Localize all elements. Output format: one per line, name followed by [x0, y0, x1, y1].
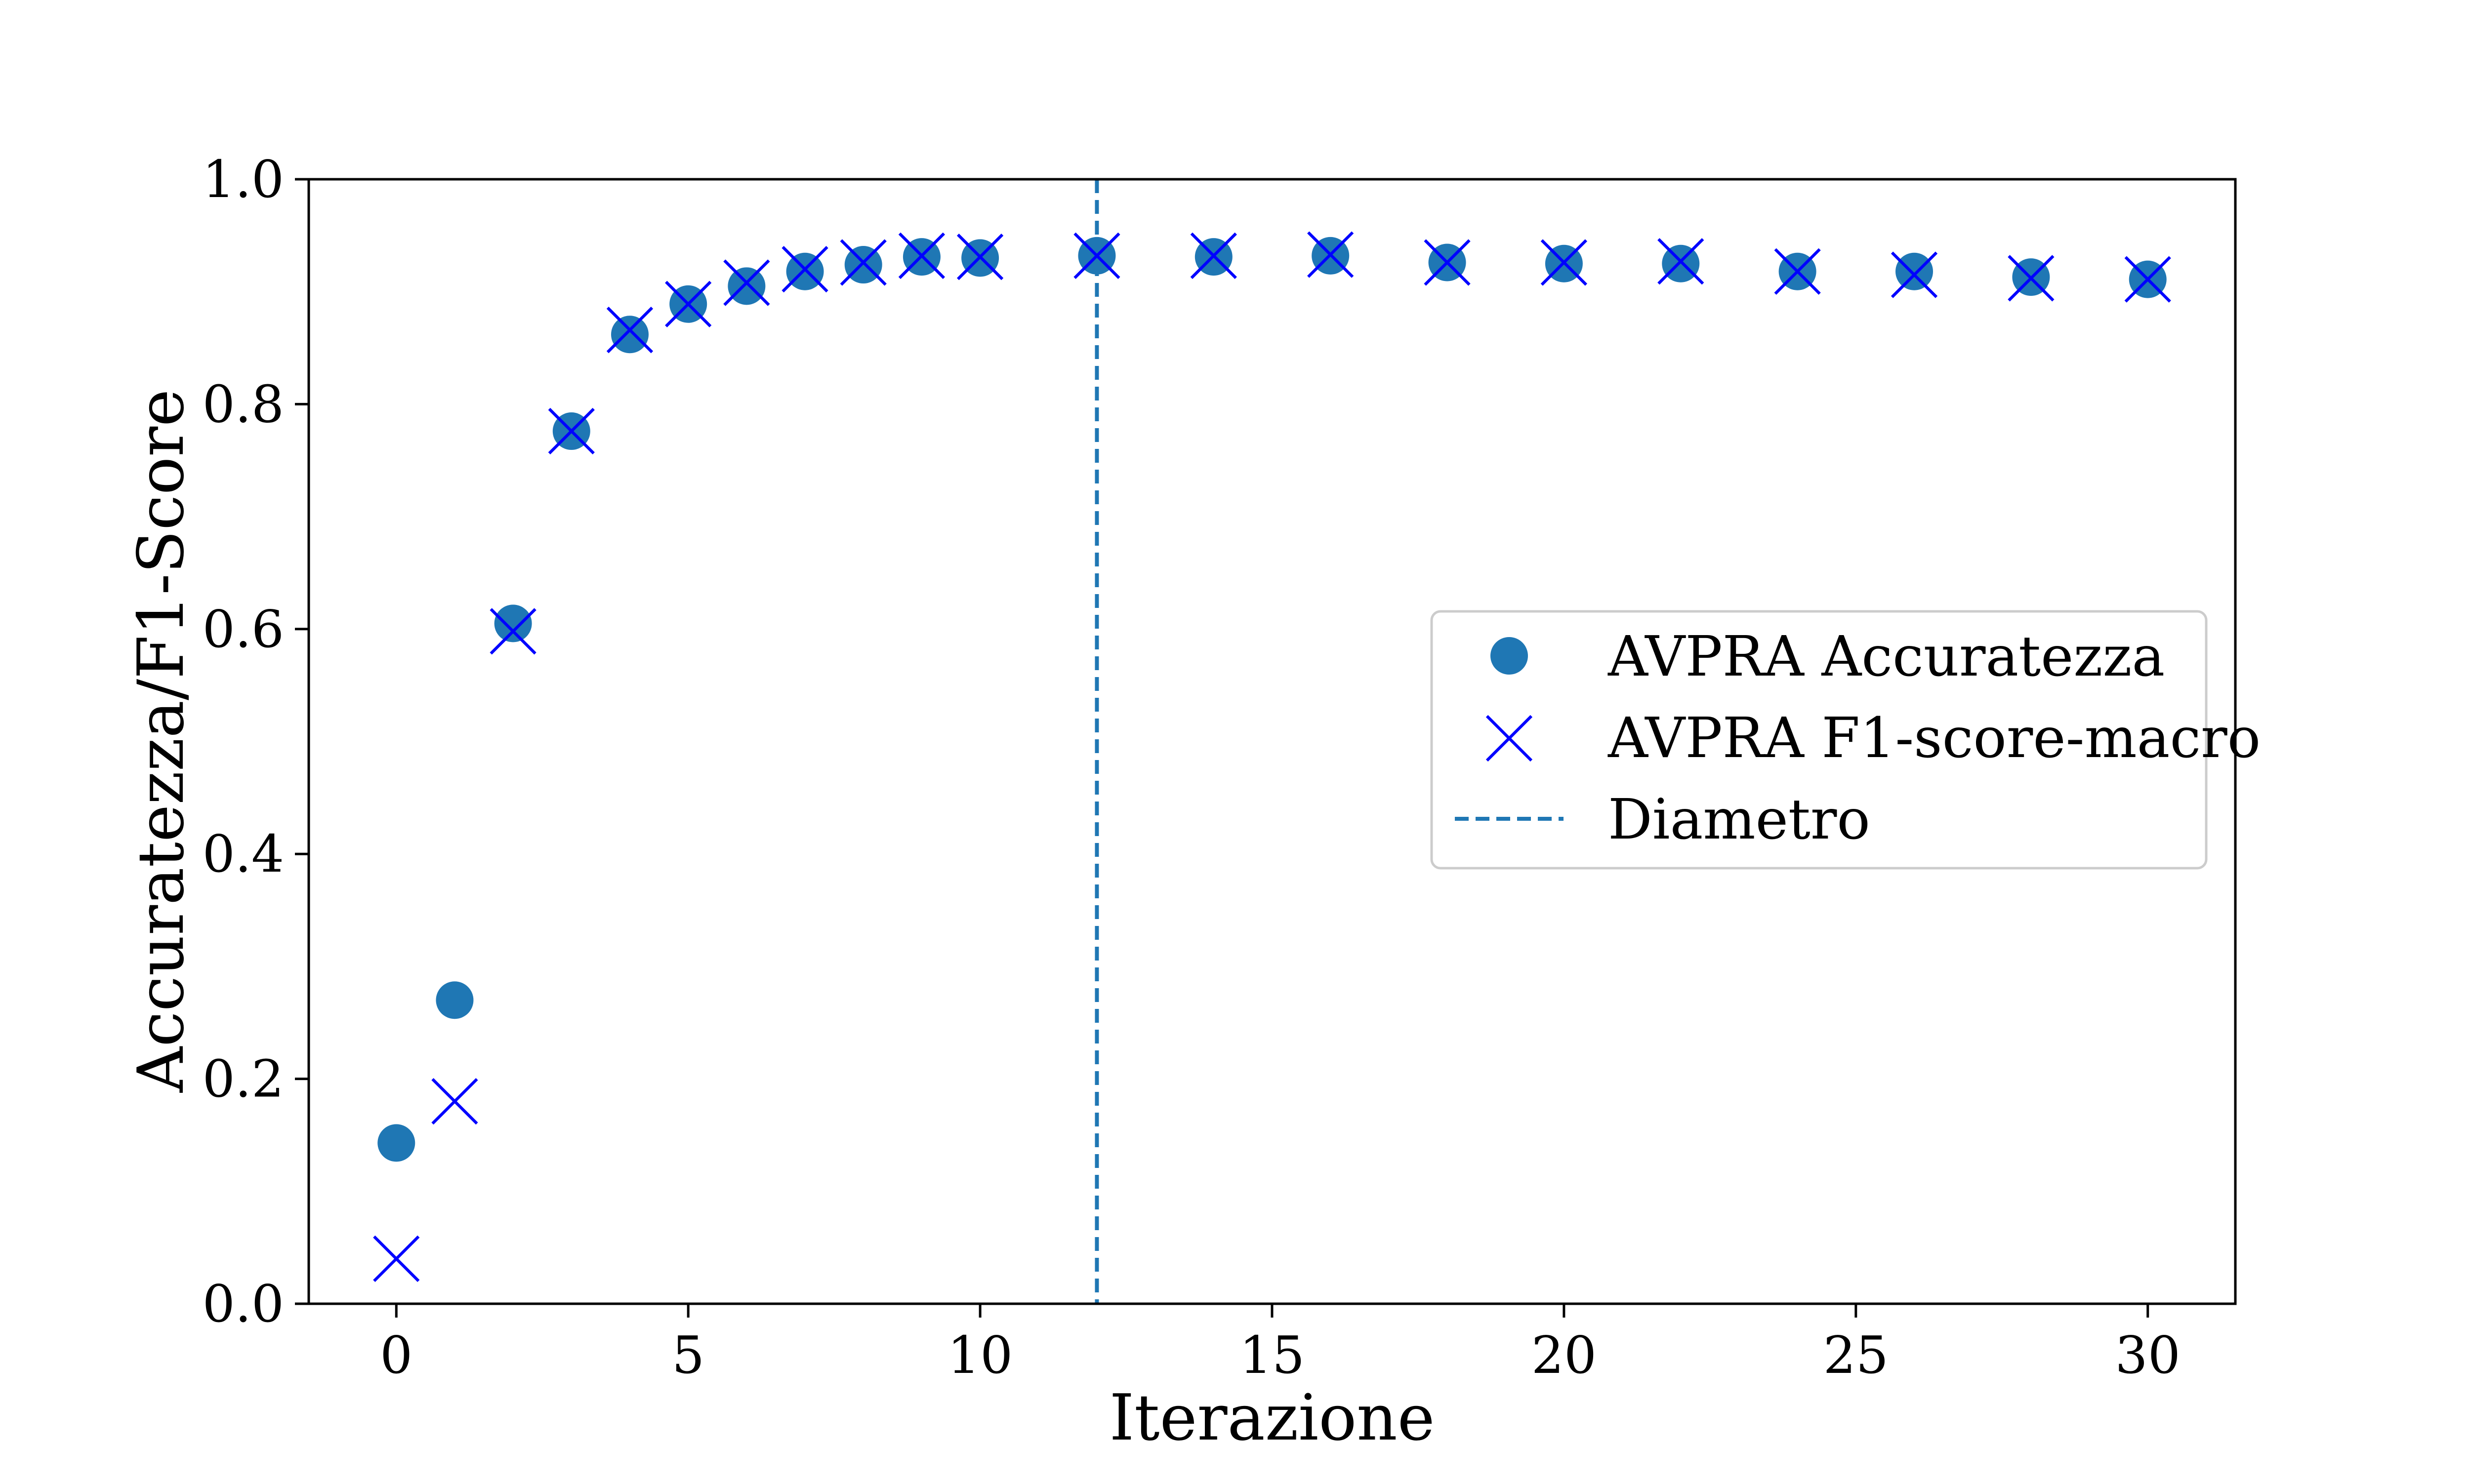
x-tick-label: 10 [947, 1325, 1013, 1385]
accuratezza-point [728, 267, 766, 305]
legend-box [1430, 610, 2208, 870]
y-tick-label: 0.6 [203, 599, 284, 659]
f1-score-point [1540, 239, 1588, 286]
x-tick-label: 20 [1531, 1325, 1597, 1385]
y-tick-label: 0.0 [203, 1274, 284, 1334]
x-tick-label: 25 [1823, 1325, 1889, 1385]
legend-cross-icon [1485, 715, 1533, 762]
f1-score-point [1307, 231, 1354, 278]
accuratezza-point [1895, 252, 1933, 290]
f1-score-point [840, 239, 887, 286]
f1-score-point [1424, 239, 1471, 286]
f1-score-point [2008, 255, 2055, 302]
plot-content [373, 179, 2171, 1304]
x-tick-label: 0 [380, 1325, 412, 1385]
f1-score-point [1774, 248, 1821, 295]
f1-score-point [373, 1235, 420, 1283]
legend-label-accuratezza: AVPRA Accuratezza [1607, 625, 2165, 689]
f1-score-point [665, 281, 712, 327]
f1-score-point [956, 233, 1004, 281]
x-axis: 0 5 10 15 20 25 30 [380, 1304, 2181, 1385]
y-axis-label: Accuratezza/F1-Score [124, 389, 198, 1093]
x-tick-label: 5 [672, 1325, 704, 1385]
f1-score-point [1190, 232, 1237, 279]
x-tick-label: 30 [2115, 1325, 2181, 1385]
y-tick-label: 0.8 [203, 374, 284, 434]
f1-score-point [723, 259, 770, 306]
f1-score-point [1891, 251, 1938, 298]
accuratezza-point [611, 316, 649, 354]
f1-score-point [548, 407, 595, 455]
f1-score-point [431, 1078, 478, 1125]
f1-score-point [1657, 238, 1704, 285]
y-tick-label: 0.2 [203, 1049, 284, 1109]
x-tick-label: 15 [1239, 1325, 1305, 1385]
accuratezza-point [377, 1124, 415, 1162]
accuratezza-point [844, 246, 882, 284]
f1-score-point [2124, 256, 2171, 303]
legend: AVPRA Accuratezza AVPRA F1-score-macro D… [1430, 610, 2261, 870]
f1-score-point [1073, 232, 1120, 279]
legend-label-diametro: Diametro [1608, 788, 1870, 852]
accuratezza-point [436, 981, 474, 1019]
x-axis-label: Iterazione [1110, 1381, 1435, 1455]
y-tick-label: 0.4 [203, 824, 284, 884]
legend-circle-icon [1490, 637, 1528, 675]
f1-score-point [606, 306, 654, 354]
f1-score-point [898, 232, 946, 279]
y-axis: 0.0 0.2 0.4 0.6 0.8 1.0 [203, 149, 309, 1334]
y-tick-label: 1.0 [203, 149, 284, 209]
accuratezza-point [1662, 244, 1700, 282]
f1-score-point [490, 608, 536, 655]
accuratezza-point [494, 604, 532, 642]
accuratezza-point [786, 252, 824, 290]
legend-label-f1: AVPRA F1-score-macro [1607, 706, 2261, 770]
f1-score-point [782, 246, 828, 293]
